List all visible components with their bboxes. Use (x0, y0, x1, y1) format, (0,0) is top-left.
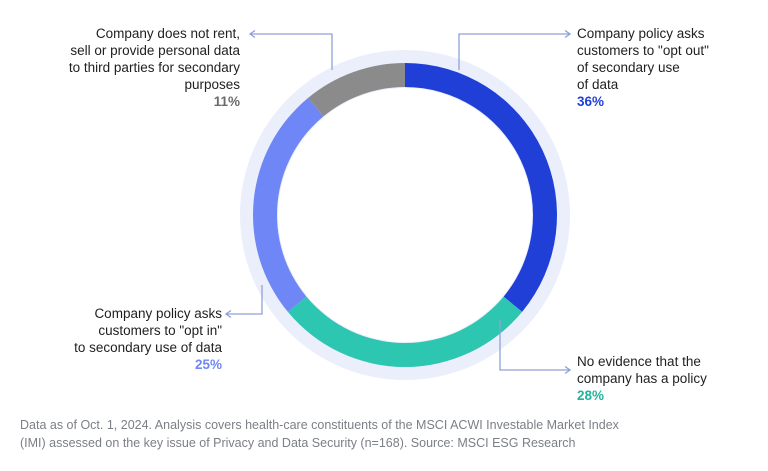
slice-no-policy (287, 296, 523, 368)
label-no-policy-line: No evidence that the (577, 354, 701, 369)
footnote-line-2: (IMI) assessed on the key issue of Priva… (20, 436, 576, 450)
label-no-rent-line: sell or provide personal data (70, 43, 240, 58)
label-no-rent: Company does not rent, sell or provide pe… (69, 26, 241, 109)
label-opt-out-line: of secondary use (577, 60, 680, 75)
label-no-policy-line: company has a policy (577, 371, 707, 386)
label-no-rent-line: to third parties for secondary (69, 60, 240, 75)
label-opt-in: Company policy asks customers to "opt in"… (74, 306, 222, 372)
footnote-line-1: Data as of Oct. 1, 2024. Analysis covers… (20, 418, 619, 432)
slice-opt-in (252, 97, 324, 312)
label-no-rent-value: 11% (214, 94, 240, 109)
label-no-policy-value: 28% (577, 388, 604, 400)
slice-no-rent (308, 63, 405, 117)
donut-hole (278, 88, 532, 342)
label-opt-in-line: to secondary use of data (74, 340, 222, 355)
footnote: Data as of Oct. 1, 2024. Analysis covers… (20, 416, 750, 452)
slice-opt-out (405, 63, 557, 312)
donut-slices (252, 63, 557, 368)
label-opt-out-line: Company policy asks (577, 26, 705, 41)
leader-lines (224, 29, 572, 375)
label-opt-in-value: 25% (195, 357, 222, 372)
label-opt-in-line: customers to "opt in" (98, 323, 222, 338)
leader-no-policy-arrowhead (564, 365, 572, 375)
label-opt-in-line: Company policy asks (94, 306, 222, 321)
leader-no-policy (499, 320, 570, 371)
leader-no-rent (250, 33, 333, 70)
donut-halo (240, 50, 570, 380)
label-no-rent-line: Company does not rent, (96, 26, 240, 41)
leader-opt-out-arrowhead (564, 29, 572, 39)
label-opt-out-line: customers to "opt out" (577, 43, 709, 58)
label-opt-out-line: of data (577, 77, 619, 92)
label-no-policy: No evidence that the company has a policy… (577, 354, 707, 400)
label-opt-out: Company policy asks customers to "opt out… (577, 26, 709, 109)
leader-opt-in (226, 285, 263, 315)
leader-opt-in-arrowhead (224, 309, 232, 319)
label-opt-out-value: 36% (577, 94, 604, 109)
leader-no-rent-arrowhead (248, 29, 256, 39)
donut-chart: Company policy asks customers to "opt out… (69, 26, 709, 400)
leader-opt-out (458, 33, 570, 70)
label-no-rent-line: purposes (184, 77, 240, 92)
slice-labels: Company policy asks customers to "opt out… (69, 26, 709, 400)
